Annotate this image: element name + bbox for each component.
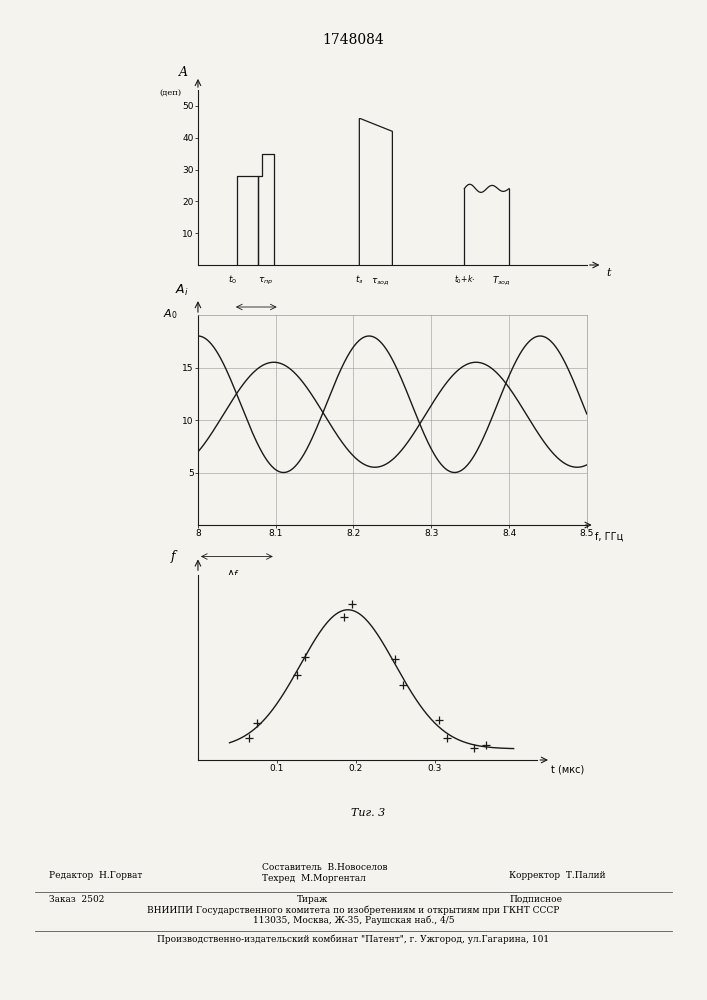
- Text: 113035, Москва, Ж-35, Раушская наб., 4/5: 113035, Москва, Ж-35, Раушская наб., 4/5: [252, 916, 455, 925]
- Text: Заказ  2502: Заказ 2502: [49, 895, 105, 904]
- Text: Производственно-издательский комбинат "Патент", г. Ужгород, ул.Гагарина, 101: Производственно-издательский комбинат "П…: [158, 934, 549, 944]
- Text: (деп): (деп): [159, 89, 181, 97]
- Text: Тираж: Тираж: [297, 895, 328, 904]
- Text: $T_{зод}$: $T_{зод}$: [492, 274, 510, 287]
- Text: Τиг. 2: Τиг. 2: [375, 593, 409, 603]
- Text: Τиг. 3: Τиг. 3: [351, 808, 385, 818]
- Text: Редактор  Н.Горват: Редактор Н.Горват: [49, 871, 143, 880]
- Text: Τиг. 1: Τиг. 1: [375, 338, 409, 348]
- Text: $\tau_{зод}$: $\tau_{зод}$: [371, 276, 390, 287]
- Text: $\tau_{пр}$: $\tau_{пр}$: [258, 276, 274, 287]
- Text: f: f: [171, 550, 175, 563]
- Text: $\Delta f_{пт}$: $\Delta f_{пт}$: [227, 568, 247, 581]
- Text: $A_0$: $A_0$: [163, 307, 177, 321]
- Text: $\tau_{зод}$: $\tau_{зод}$: [247, 318, 266, 329]
- Text: $A_i$: $A_i$: [175, 283, 188, 298]
- Text: $t_з$: $t_з$: [355, 273, 363, 286]
- Text: Составитель  В.Новоселов: Составитель В.Новоселов: [262, 863, 387, 872]
- Text: t: t: [607, 267, 611, 277]
- Text: A: A: [178, 66, 187, 79]
- Text: Подписное: Подписное: [509, 895, 562, 904]
- Text: f, ГГц: f, ГГц: [595, 532, 623, 542]
- Text: $t_0{+}k{\cdot}$: $t_0{+}k{\cdot}$: [454, 273, 475, 286]
- Text: $t_0$: $t_0$: [228, 273, 238, 286]
- Text: ВНИИПИ Государственного комитета по изобретениям и открытиям при ГКНТ СССР: ВНИИПИ Государственного комитета по изоб…: [147, 906, 560, 915]
- Text: Корректор  Т.Палий: Корректор Т.Палий: [509, 871, 606, 880]
- Text: t (мкс): t (мкс): [551, 765, 584, 775]
- Text: 1748084: 1748084: [322, 33, 385, 47]
- Text: Техред  М.Моргентал: Техред М.Моргентал: [262, 874, 366, 883]
